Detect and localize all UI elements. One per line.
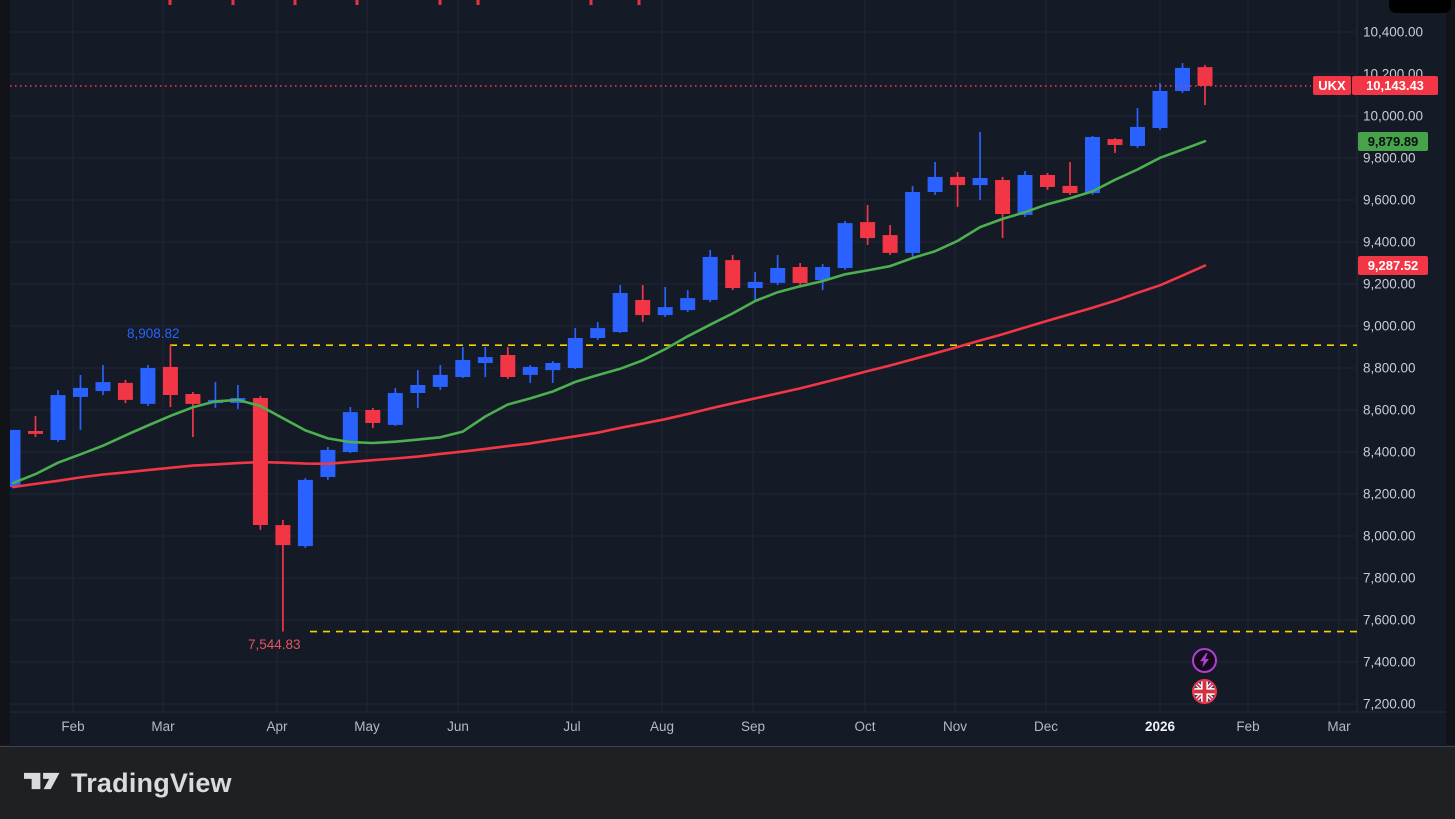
left-edge-strip <box>0 0 10 745</box>
svg-text:9,600.00: 9,600.00 <box>1363 193 1416 208</box>
svg-text:10,400.00: 10,400.00 <box>1363 25 1423 40</box>
svg-text:Jun: Jun <box>447 719 469 734</box>
ma-slow-line[interactable] <box>11 264 1207 489</box>
brand-name: TradingView <box>71 767 232 798</box>
svg-text:8,400.00: 8,400.00 <box>1363 445 1416 460</box>
time-axis-labels: Feb Mar Apr May Jun Jul Aug Sep Oct Nov Dec 2026 Feb… <box>61 719 1351 734</box>
uk-flag-icon[interactable] <box>1192 679 1217 704</box>
chart-canvas[interactable]: 10,400.00 10,200.00 10,000.00 9,800.00 9,600… <box>0 0 1455 745</box>
svg-text:10,000.00: 10,000.00 <box>1363 109 1423 124</box>
svg-text:Aug: Aug <box>650 719 674 734</box>
level-lines[interactable] <box>170 344 1357 633</box>
svg-text:Oct: Oct <box>854 719 875 734</box>
svg-text:9,400.00: 9,400.00 <box>1363 235 1416 250</box>
chart-plot-area[interactable]: 10,400.00 10,200.00 10,000.00 9,800.00 9,600… <box>0 0 1455 745</box>
svg-text:7,800.00: 7,800.00 <box>1363 571 1416 586</box>
svg-text:Mar: Mar <box>151 719 175 734</box>
candlestick-series <box>10 63 1213 632</box>
svg-text:8,200.00: 8,200.00 <box>1363 487 1416 502</box>
svg-text:2026: 2026 <box>1145 719 1176 734</box>
ma-fast-line[interactable] <box>11 139 1207 485</box>
tradingview-logo-icon <box>24 766 60 801</box>
last-price-badge: 10,143.43 <box>1352 76 1438 96</box>
svg-text:Dec: Dec <box>1034 719 1058 734</box>
svg-text:7,600.00: 7,600.00 <box>1363 613 1416 628</box>
ma-slow-price-badge: 9,287.52 <box>1358 256 1428 276</box>
svg-text:Mar: Mar <box>1327 719 1351 734</box>
svg-text:Feb: Feb <box>61 719 84 734</box>
svg-text:Nov: Nov <box>943 719 967 734</box>
collapsed-panel-button[interactable] <box>1389 0 1451 13</box>
grid-lines <box>10 0 1357 712</box>
tradingview-logo-link[interactable]: TradingView <box>24 766 232 801</box>
svg-text:Apr: Apr <box>266 719 288 734</box>
top-event-ticks <box>168 0 641 5</box>
svg-text:8,600.00: 8,600.00 <box>1363 403 1416 418</box>
ma-fast-price-badge: 9,879.89 <box>1358 131 1428 151</box>
price-axis-labels: 10,400.0010,200.0010,000.009,800.009,600… <box>1363 25 1423 712</box>
svg-text:9,200.00: 9,200.00 <box>1363 277 1416 292</box>
svg-text:Jul: Jul <box>563 719 580 734</box>
svg-text:9,000.00: 9,000.00 <box>1363 319 1416 334</box>
right-edge-strip <box>1446 0 1455 745</box>
svg-text:7,200.00: 7,200.00 <box>1363 697 1416 712</box>
svg-text:7,400.00: 7,400.00 <box>1363 655 1416 670</box>
svg-text:8,000.00: 8,000.00 <box>1363 529 1416 544</box>
svg-text:8,800.00: 8,800.00 <box>1363 361 1416 376</box>
symbol-badge: UKX <box>1313 76 1351 96</box>
footer-bar: TradingView <box>0 746 1455 819</box>
high-level-label: 8,908.82 <box>127 326 180 342</box>
low-level-label: 7,544.83 <box>248 636 301 652</box>
svg-text:Sep: Sep <box>741 719 765 734</box>
lightning-icon[interactable] <box>1192 648 1217 673</box>
svg-text:May: May <box>354 719 380 734</box>
svg-text:9,800.00: 9,800.00 <box>1363 151 1416 166</box>
svg-text:Feb: Feb <box>1236 719 1259 734</box>
